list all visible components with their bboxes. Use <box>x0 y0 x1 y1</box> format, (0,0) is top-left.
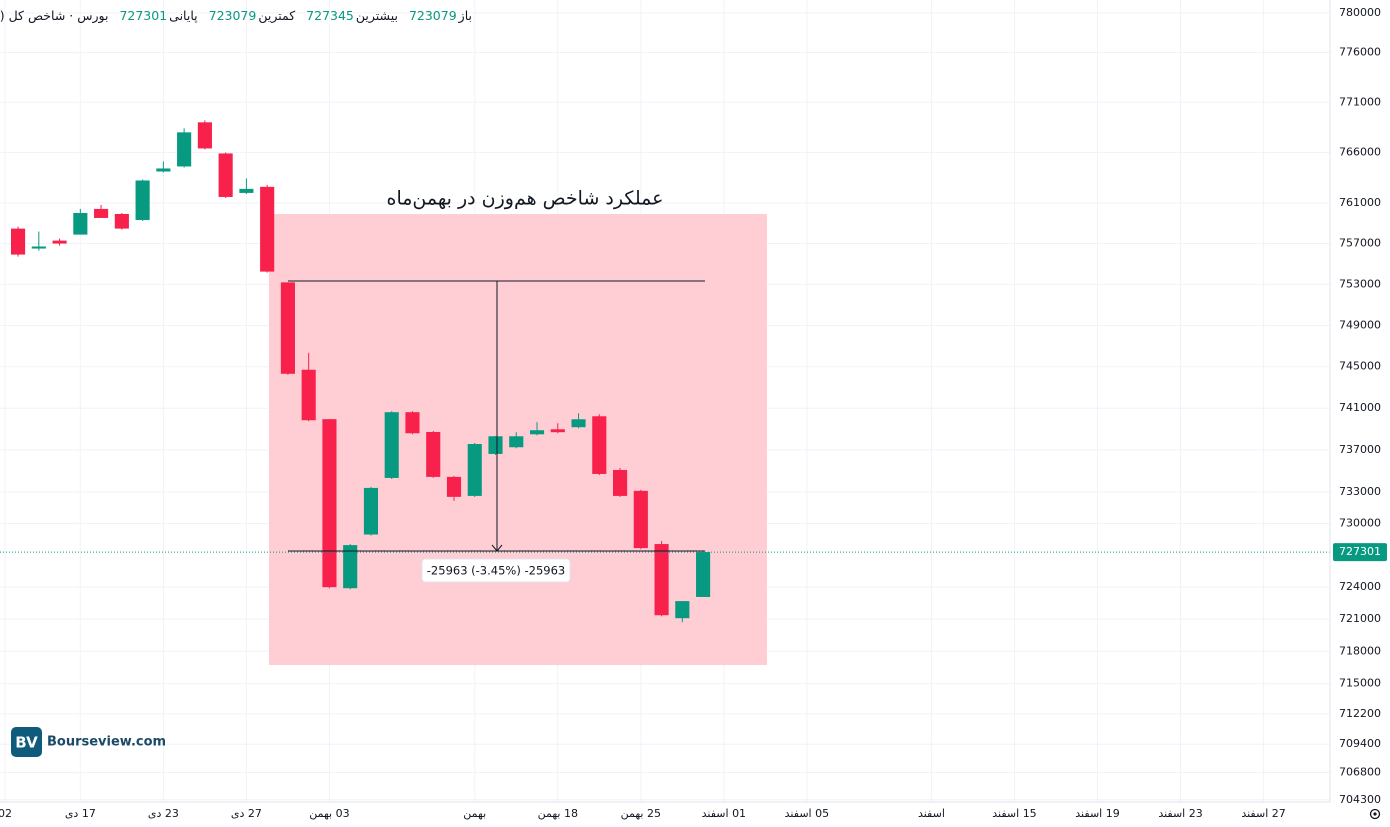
x-tick-label: 27 اسفند <box>1241 807 1285 820</box>
open-value: 723079 <box>408 8 457 23</box>
candle-body <box>509 436 524 448</box>
candle-body <box>52 240 67 244</box>
candle-body <box>239 188 254 193</box>
candle-body <box>343 545 358 589</box>
candle-body <box>592 416 607 474</box>
last-price-label: 727301 <box>1339 545 1381 558</box>
candle-body <box>156 168 171 172</box>
watermark-text: Bourseview.com <box>47 735 166 750</box>
candle-body <box>135 180 150 220</box>
x-tick-label: 01 اسفند <box>702 807 746 820</box>
candle-body <box>384 412 399 478</box>
candle-body <box>73 212 88 235</box>
x-tick-label: 17 دی <box>65 807 96 820</box>
settings-icon[interactable] <box>1369 808 1381 820</box>
y-tick-label: 766000 <box>1339 145 1381 158</box>
candle-body <box>260 186 275 272</box>
y-tick-label: 706800 <box>1339 765 1381 778</box>
y-tick-label: 776000 <box>1339 45 1381 58</box>
candle-body <box>612 469 628 496</box>
x-tick-label: 27 دی <box>231 807 262 820</box>
candle-body <box>301 369 316 421</box>
x-tick-label: 19 اسفند <box>1075 807 1119 820</box>
high-value: 727345 <box>306 8 354 23</box>
y-tick-label: 741000 <box>1339 401 1381 414</box>
candle-body <box>675 601 690 619</box>
y-tick-label: 749000 <box>1339 318 1381 331</box>
last-price-tag <box>1333 543 1387 562</box>
close-value: 727301 <box>119 8 168 23</box>
candle-body <box>446 476 462 497</box>
y-tick-label: 718000 <box>1339 644 1381 657</box>
y-tick-label: 737000 <box>1339 443 1381 456</box>
close-label: پایانی <box>169 8 198 23</box>
y-tick-label: 761000 <box>1339 196 1381 209</box>
candle-body <box>633 490 648 549</box>
y-tick-label: 745000 <box>1339 360 1381 373</box>
x-tick-label: 02 <box>0 807 12 820</box>
candle-body <box>11 228 26 255</box>
measure-label: -25963 (-3.45%) -25963 <box>427 564 565 578</box>
candle-body <box>114 213 129 229</box>
candle-body <box>529 430 545 435</box>
high-label: بیشترین <box>355 8 398 23</box>
y-tick-label: 753000 <box>1339 277 1381 290</box>
candle-body <box>218 153 233 197</box>
y-tick-label: 721000 <box>1339 612 1381 625</box>
arrow-head <box>491 544 503 552</box>
candle-body <box>405 412 420 434</box>
y-tick-label: 771000 <box>1339 95 1381 108</box>
legend-header: باز723079 بیشترین727345 کمترین723079 پای… <box>0 8 473 23</box>
candle-body <box>322 419 337 588</box>
symbol: بورس · شاخص کل (هم وزن) <box>0 8 109 23</box>
x-tick-label: بهمن <box>463 807 486 820</box>
candle-body <box>197 122 212 149</box>
logo-text: BV <box>15 734 38 752</box>
x-tick-label: 05 اسفند <box>785 807 829 820</box>
y-tick-label: 730000 <box>1339 517 1381 530</box>
x-tick-label: 25 بهمن <box>621 807 661 820</box>
candle-body <box>363 487 379 535</box>
x-tick-label: 23 دی <box>148 807 179 820</box>
y-tick-label: 704300 <box>1339 793 1381 806</box>
x-tick-label: 23 اسفند <box>1158 807 1202 820</box>
candles <box>0 120 1330 623</box>
measure-box <box>421 558 571 583</box>
y-tick-label: 709400 <box>1339 737 1381 750</box>
candle-body <box>467 444 482 496</box>
candle-body <box>571 419 586 428</box>
candle-body <box>31 246 46 249</box>
logo-box <box>11 727 42 757</box>
y-tick-label: 780000 <box>1339 6 1381 19</box>
candle-body <box>550 429 565 433</box>
open-label: باز <box>458 8 472 23</box>
x-tick-label: 03 بهمن <box>309 807 349 820</box>
watermark: BV Bourseview.com <box>11 727 166 757</box>
candle-body <box>696 552 711 597</box>
y-tick-label: 757000 <box>1339 237 1381 250</box>
low-label: کمترین <box>258 8 296 23</box>
candle-body <box>177 132 192 167</box>
y-tick-label: 733000 <box>1339 485 1381 498</box>
x-tick-label: 18 بهمن <box>538 807 578 820</box>
candle-body <box>488 436 503 454</box>
y-tick-label: 715000 <box>1339 677 1381 690</box>
low-value: 723079 <box>208 8 257 23</box>
y-tick-label: 724000 <box>1339 580 1381 593</box>
x-tick-label: اسفند <box>918 807 945 820</box>
candle-body <box>280 282 295 374</box>
candle-body <box>654 544 669 616</box>
x-tick-label: 15 اسفند <box>992 807 1036 820</box>
y-tick-label: 712200 <box>1339 707 1381 720</box>
candle-body <box>426 431 441 477</box>
measure-tool: -25963 (-3.45%) -25963 <box>288 280 705 583</box>
annotation-title: عملکرد شاخص هم‌وزن در بهمن‌ماه <box>387 188 664 210</box>
candle-body <box>94 208 109 218</box>
